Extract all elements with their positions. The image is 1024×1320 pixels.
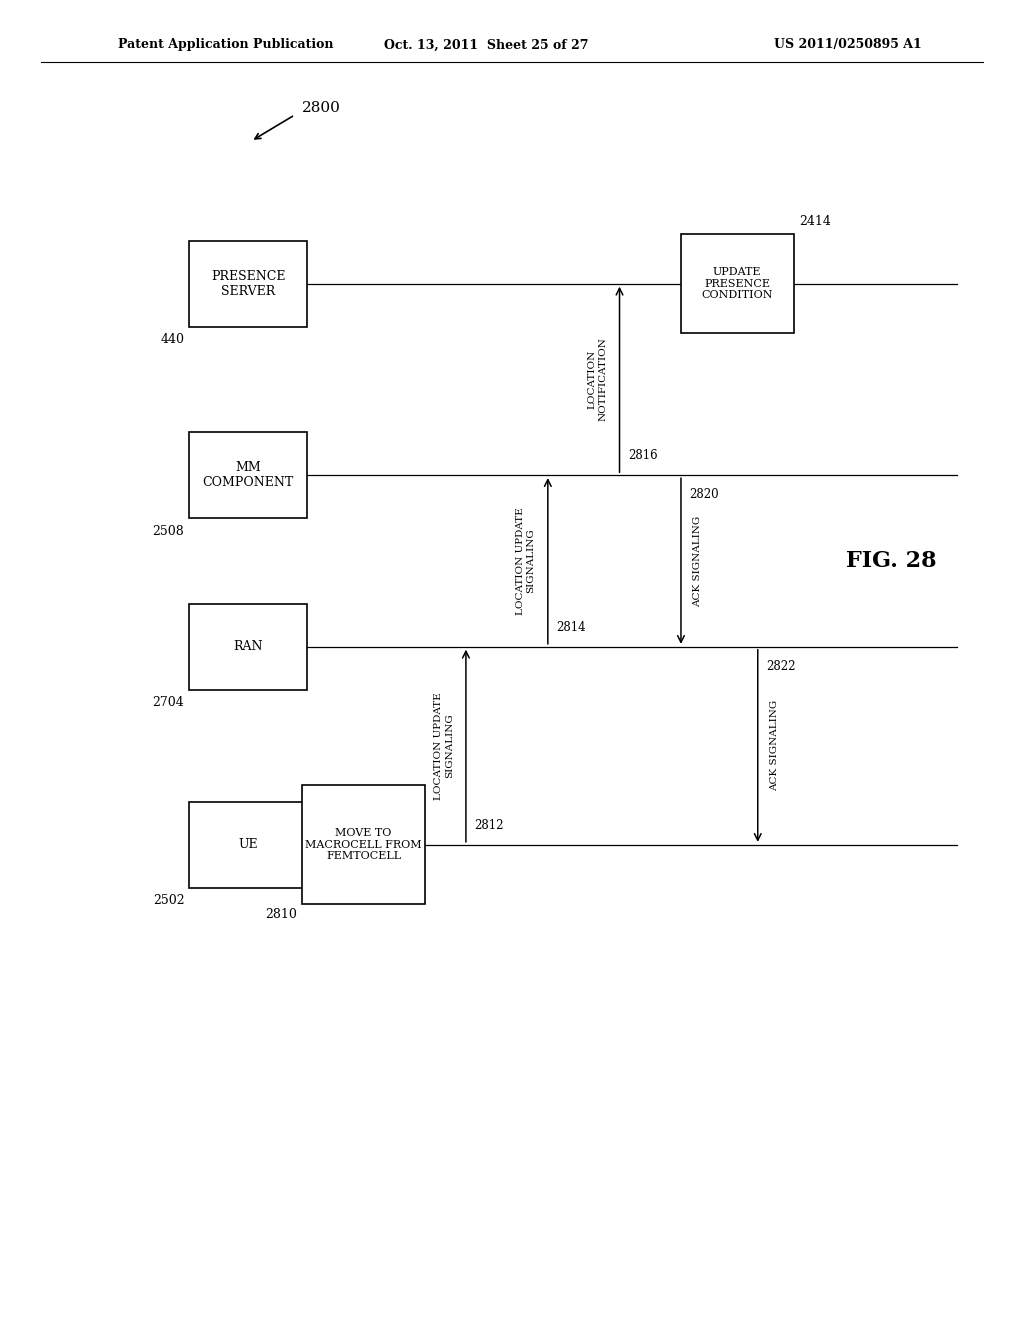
Text: 2816: 2816: [628, 449, 657, 462]
Text: MOVE TO
MACROCELL FROM
FEMTOCELL: MOVE TO MACROCELL FROM FEMTOCELL: [305, 828, 422, 862]
Text: 2812: 2812: [474, 818, 504, 832]
Text: LOCATION UPDATE
SIGNALING: LOCATION UPDATE SIGNALING: [516, 507, 536, 615]
Text: MM
COMPONENT: MM COMPONENT: [203, 461, 294, 490]
FancyBboxPatch shape: [189, 432, 307, 517]
Text: 2704: 2704: [153, 697, 184, 709]
FancyBboxPatch shape: [189, 605, 307, 689]
Text: UPDATE
PRESENCE
CONDITION: UPDATE PRESENCE CONDITION: [701, 267, 773, 301]
Text: RAN: RAN: [233, 640, 263, 653]
Text: UE: UE: [239, 838, 258, 851]
Text: 2810: 2810: [265, 908, 297, 921]
Text: Patent Application Publication: Patent Application Publication: [118, 38, 333, 51]
Text: 2814: 2814: [556, 620, 586, 634]
Text: 440: 440: [161, 333, 184, 346]
FancyBboxPatch shape: [189, 240, 307, 326]
Text: PRESENCE
SERVER: PRESENCE SERVER: [211, 269, 286, 298]
Text: 2822: 2822: [766, 660, 796, 673]
Text: ACK SIGNALING: ACK SIGNALING: [693, 515, 702, 607]
Text: FIG. 28: FIG. 28: [846, 550, 936, 572]
Text: 2800: 2800: [302, 102, 341, 115]
FancyBboxPatch shape: [189, 801, 307, 887]
Text: 2508: 2508: [153, 524, 184, 537]
Text: 2414: 2414: [799, 215, 830, 227]
Text: Oct. 13, 2011  Sheet 25 of 27: Oct. 13, 2011 Sheet 25 of 27: [384, 38, 589, 51]
FancyBboxPatch shape: [681, 235, 794, 333]
Text: ACK SIGNALING: ACK SIGNALING: [770, 700, 779, 792]
Text: US 2011/0250895 A1: US 2011/0250895 A1: [774, 38, 922, 51]
Text: 2502: 2502: [153, 895, 184, 907]
Text: 2820: 2820: [689, 488, 719, 502]
Text: LOCATION
NOTIFICATION: LOCATION NOTIFICATION: [588, 338, 607, 421]
FancyBboxPatch shape: [302, 785, 425, 904]
Text: LOCATION UPDATE
SIGNALING: LOCATION UPDATE SIGNALING: [434, 692, 454, 800]
